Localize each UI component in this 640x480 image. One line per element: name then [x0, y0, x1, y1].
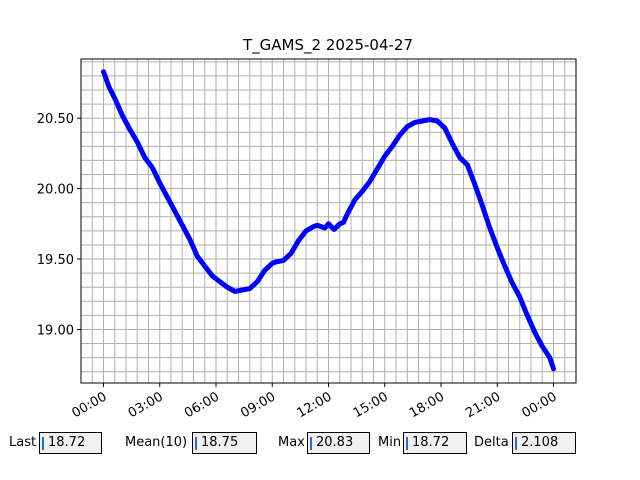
x-tick-label: 00:00 [520, 389, 560, 421]
min-label: Min [378, 435, 402, 450]
delta-label: Delta [474, 435, 509, 450]
min-value-field[interactable]: 18.72 [403, 432, 467, 454]
mean-value-field[interactable]: 18.75 [192, 432, 257, 454]
max-value-field[interactable]: 20.83 [307, 432, 370, 454]
x-tick-label: 12:00 [295, 389, 335, 421]
x-tick-label: 15:00 [351, 389, 391, 421]
x-tick-label: 21:00 [463, 389, 503, 421]
grid-lines [80, 59, 577, 383]
series-line [101, 69, 556, 372]
x-tick-label: 06:00 [182, 389, 222, 421]
y-tick-label: 19.00 [37, 323, 74, 338]
x-tick-label: 09:00 [238, 389, 278, 421]
last-label: Last [9, 435, 37, 450]
max-label: Max [278, 435, 305, 450]
x-tick-label: 03:00 [126, 389, 166, 421]
delta-value-field[interactable]: 2.108 [512, 432, 576, 454]
last-value-field[interactable]: 18.72 [39, 432, 102, 454]
chart-title: T_GAMS_2 2025-04-27 [242, 36, 413, 55]
y-tick-label: 20.50 [37, 112, 74, 127]
y-tick-label: 19.50 [37, 253, 74, 268]
plot-frame [80, 58, 577, 384]
x-tick-label: 00:00 [70, 389, 110, 421]
mean-label: Mean(10) [125, 435, 188, 450]
x-tick-label: 18:00 [407, 389, 447, 421]
y-tick-label: 20.00 [37, 183, 74, 198]
